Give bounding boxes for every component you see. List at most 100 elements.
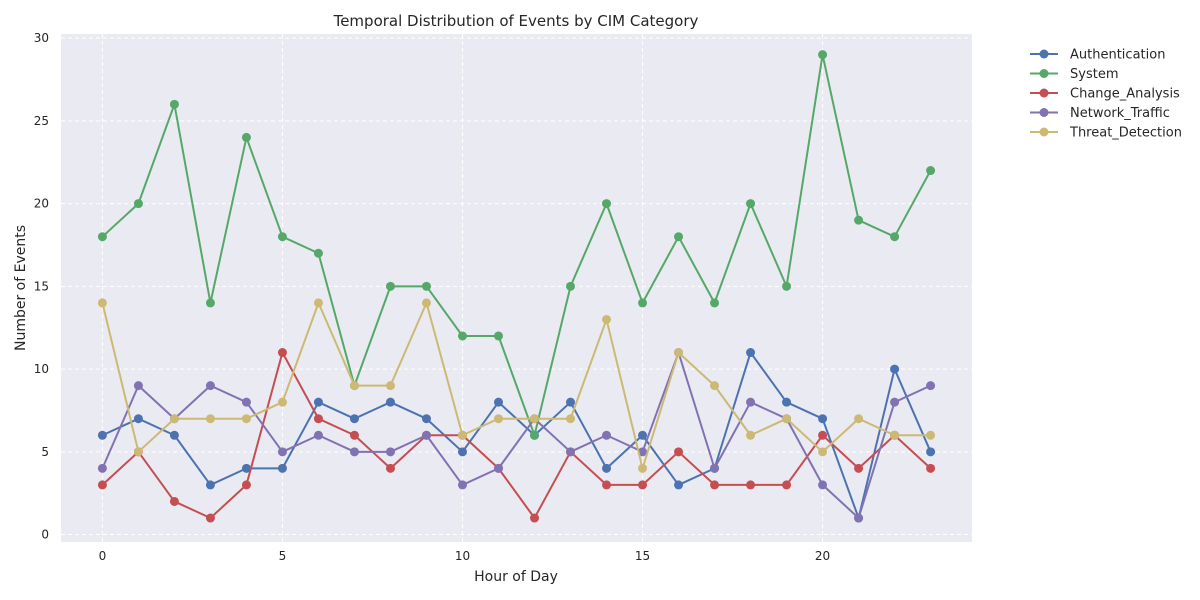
- data-point-threat-detection: [890, 430, 900, 440]
- legend-label: Change_Analysis: [1070, 87, 1180, 102]
- data-point-change-analysis: [277, 348, 287, 358]
- data-point-authentication: [277, 463, 287, 473]
- data-point-network-traffic: [746, 397, 756, 407]
- legend-swatch-marker: [1039, 88, 1049, 98]
- data-point-threat-detection: [818, 447, 828, 457]
- series-lines: [97, 50, 936, 523]
- data-point-threat-detection: [854, 414, 864, 424]
- legend-swatch-marker: [1039, 108, 1049, 117]
- data-point-threat-detection: [602, 314, 612, 324]
- data-point-network-traffic: [241, 397, 251, 407]
- data-point-threat-detection: [530, 414, 540, 424]
- data-point-threat-detection: [97, 298, 107, 308]
- y-tick-label: 5: [41, 445, 49, 459]
- data-point-change-analysis: [854, 463, 864, 473]
- series-line-network-traffic: [101, 351, 932, 520]
- data-point-threat-detection: [457, 430, 467, 440]
- data-point-threat-detection: [493, 414, 503, 424]
- data-point-authentication: [97, 430, 107, 440]
- data-point-authentication: [674, 480, 684, 490]
- legend-swatch-marker: [1039, 69, 1049, 78]
- data-point-network-traffic: [313, 430, 323, 440]
- data-point-change-analysis: [313, 414, 323, 424]
- data-point-threat-detection: [133, 447, 143, 457]
- data-point-system: [890, 232, 900, 242]
- series-line-system: [101, 53, 932, 437]
- legend: Authentication System Change_Analysis Netwo…: [1030, 48, 1182, 141]
- data-point-authentication: [421, 414, 431, 424]
- data-point-authentication: [349, 414, 359, 424]
- data-point-authentication: [602, 463, 612, 473]
- data-point-network-traffic: [710, 463, 720, 473]
- data-point-threat-detection: [241, 414, 251, 424]
- data-point-authentication: [241, 463, 251, 473]
- series-line-change-analysis: [101, 351, 932, 520]
- data-point-threat-detection: [710, 381, 720, 391]
- legend-swatch-marker: [1039, 127, 1049, 137]
- data-point-authentication: [782, 397, 792, 407]
- legend-item-authentication: Authentication: [1030, 48, 1165, 63]
- x-tick-label: 10: [455, 549, 470, 563]
- x-tick-label: 5: [279, 549, 287, 563]
- data-point-system: [530, 430, 540, 440]
- data-point-threat-detection: [421, 298, 431, 308]
- data-point-authentication: [566, 397, 576, 407]
- data-point-authentication: [638, 430, 648, 440]
- y-tick-label: 30: [34, 31, 49, 45]
- data-point-change-analysis: [349, 430, 359, 440]
- data-point-threat-detection: [313, 298, 323, 308]
- y-tick-label: 15: [34, 279, 49, 293]
- data-point-threat-detection: [638, 463, 648, 473]
- data-point-authentication: [493, 397, 503, 407]
- y-tick-label: 0: [41, 528, 49, 542]
- data-point-change-analysis: [97, 480, 107, 490]
- data-point-system: [97, 232, 107, 242]
- data-point-system: [277, 232, 287, 242]
- data-point-threat-detection: [169, 414, 179, 424]
- legend-item-threat-detection: Threat_Detection: [1030, 126, 1182, 141]
- data-point-network-traffic: [205, 381, 215, 391]
- data-point-threat-detection: [674, 348, 684, 358]
- grid: [61, 34, 972, 542]
- legend-item-system: System: [1030, 67, 1118, 82]
- data-point-system: [602, 199, 612, 209]
- legend-label: Threat_Detection: [1069, 126, 1182, 141]
- data-point-system: [457, 331, 467, 341]
- data-point-threat-detection: [746, 430, 756, 440]
- data-point-authentication: [313, 397, 323, 407]
- data-point-network-traffic: [97, 463, 107, 473]
- data-point-system: [566, 281, 576, 291]
- data-point-network-traffic: [493, 463, 503, 473]
- data-point-system: [746, 199, 756, 209]
- data-point-change-analysis: [926, 463, 936, 473]
- x-axis-label: Hour of Day: [474, 569, 558, 585]
- data-point-network-traffic: [349, 447, 359, 457]
- data-point-system: [169, 99, 179, 109]
- data-point-authentication: [926, 447, 936, 457]
- data-point-network-traffic: [854, 513, 864, 523]
- series-line-threat-detection: [101, 301, 931, 470]
- data-point-authentication: [205, 480, 215, 490]
- data-point-authentication: [457, 447, 467, 457]
- data-point-system: [638, 298, 648, 308]
- data-point-change-analysis: [674, 447, 684, 457]
- series-network-traffic: [97, 348, 936, 523]
- data-point-change-analysis: [169, 496, 179, 506]
- data-point-authentication: [385, 397, 395, 407]
- data-point-threat-detection: [277, 397, 287, 407]
- data-point-network-traffic: [566, 447, 576, 457]
- tick-labels: 0 5 10 15 20 0 5 10 15 20 25 30: [34, 31, 830, 563]
- data-point-change-analysis: [385, 463, 395, 473]
- data-point-threat-detection: [205, 414, 215, 424]
- legend-swatch-marker: [1039, 49, 1049, 59]
- data-point-system: [782, 281, 792, 291]
- data-point-threat-detection: [385, 381, 395, 391]
- data-point-change-analysis: [530, 513, 540, 523]
- data-point-authentication: [890, 364, 900, 374]
- chart-title: Temporal Distribution of Events by CIM C…: [333, 12, 699, 30]
- legend-item-change-analysis: Change_Analysis: [1030, 87, 1180, 102]
- legend-label: Network_Traffic: [1070, 106, 1170, 121]
- data-point-authentication: [169, 430, 179, 440]
- series-authentication: [97, 348, 936, 523]
